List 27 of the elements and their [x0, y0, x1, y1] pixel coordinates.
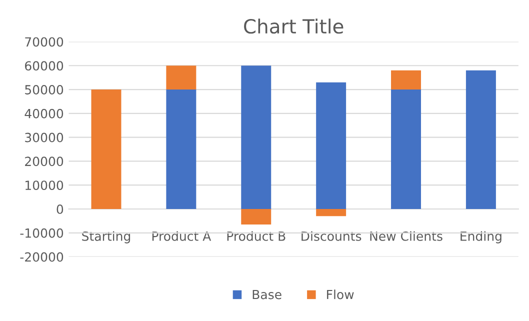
bar [166, 66, 196, 90]
y-tick-label: 50000 [25, 84, 64, 94]
y-tick-label: 40000 [24, 108, 64, 118]
legend-label: Base [252, 290, 282, 300]
legend-label: Flow [327, 290, 354, 300]
bar [166, 90, 196, 210]
bar [316, 82, 346, 210]
y-tick-label: 20000 [25, 156, 64, 166]
bar [91, 90, 122, 210]
x-tick-label: Discounts [302, 231, 362, 241]
y-tick-label: 0 [56, 204, 64, 214]
chart-title: Chart Title [244, 18, 344, 34]
bar [391, 90, 421, 210]
x-tick-label: Ending [460, 231, 502, 244]
y-tick-label: 10000 [26, 180, 64, 190]
bar [241, 209, 272, 225]
bar [241, 66, 272, 210]
x-tick-label: Starting [82, 231, 130, 244]
bar [316, 209, 346, 216]
y-tick-label: 70000 [25, 37, 64, 47]
y-tick-label: 30000 [25, 132, 64, 142]
x-tick-label: New Clients [370, 231, 442, 241]
bar [391, 70, 421, 90]
y-tick-label: -10000 [20, 228, 64, 238]
y-tick-label: 60000 [25, 61, 64, 71]
bar [466, 70, 496, 210]
y-tick-label: -20000 [20, 252, 64, 262]
